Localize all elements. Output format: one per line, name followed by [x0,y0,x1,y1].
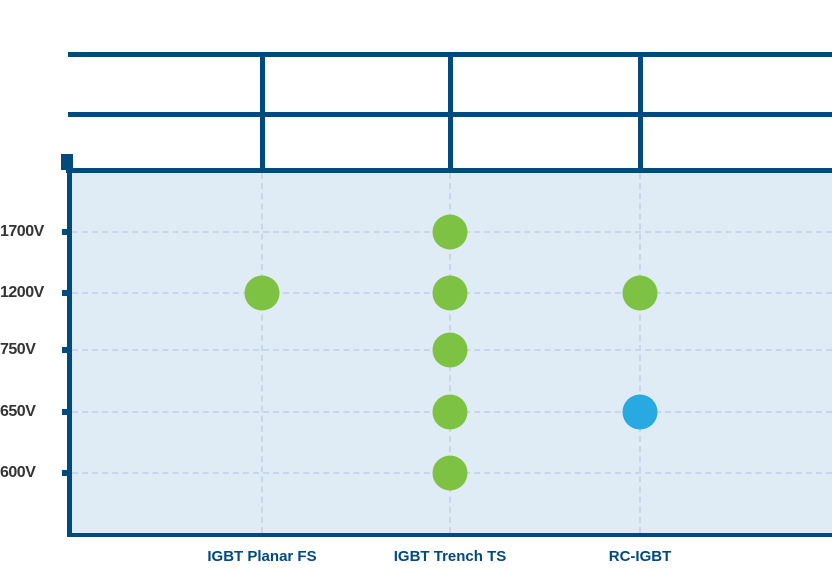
data-point [244,275,280,311]
data-point [622,275,658,311]
data-point [622,394,658,430]
y-axis-tick [62,409,69,415]
y-axis-tick [62,470,69,476]
y-axis-tick [62,290,69,296]
x-axis-line [67,533,832,537]
data-point [432,275,468,311]
y-axis-tick [62,347,69,353]
y-axis-line [67,168,72,537]
y-axis-label: 1200V [0,284,44,301]
y-axis-label: 750V [0,341,36,358]
y-axis-label: 600V [0,464,36,481]
y-axis-tick [62,229,69,235]
table-column-divider [637,52,643,173]
data-point [432,394,468,430]
data-point [432,332,468,368]
data-point [432,214,468,250]
axis-corner-square [61,154,73,170]
x-axis-label: IGBT Trench TS [393,548,507,565]
x-axis-label: RC-IGBT [608,548,672,565]
data-point [432,455,468,491]
y-axis-label: 650V [0,403,36,420]
x-axis-label: IGBT Planar FS [207,548,317,565]
plot-top-border [66,168,832,173]
table-column-divider [447,52,453,173]
y-axis-label: 1700V [0,223,44,240]
table-column-divider [259,52,265,173]
gridline-vertical [261,173,263,533]
gridline-vertical [639,173,641,533]
